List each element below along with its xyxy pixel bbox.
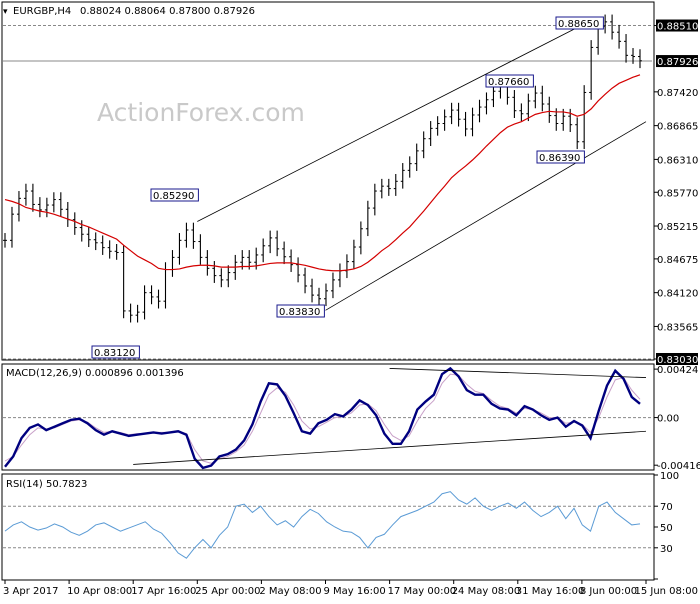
price-axis-label: 0.87420 xyxy=(657,88,698,99)
macd-trend-line xyxy=(133,430,647,465)
current-price-box xyxy=(656,55,698,68)
swing-level-label-box xyxy=(276,304,325,318)
macd-panel-frame xyxy=(1,363,655,471)
rsi-line xyxy=(4,491,641,559)
x-axis-label: 25 Apr 00:00 xyxy=(195,586,260,597)
chart-symbol: EURGBP,H4 xyxy=(13,6,71,17)
price-axis-label: 0.88510 xyxy=(657,22,698,33)
x-axis-label: 24 May 08:00 xyxy=(452,586,521,597)
price-axis-label: 0.84120 xyxy=(657,289,698,300)
x-axis-label: 10 Apr 08:00 xyxy=(67,586,132,597)
price-panel xyxy=(1,1,655,361)
macd-trend-line xyxy=(389,368,647,378)
swing-level-label-box xyxy=(150,188,199,202)
swing-level-label: 0.83830 xyxy=(279,307,320,318)
macd-title: MACD(12,26,9) 0.000896 0.001396 xyxy=(6,368,184,379)
price-panel-frame xyxy=(1,1,655,361)
macd-panel xyxy=(1,363,655,471)
swing-level-label-box xyxy=(91,345,140,359)
rsi-title: RSI(14) 50.7823 xyxy=(6,479,87,490)
price-axis-label: 0.85215 xyxy=(657,222,698,233)
rsi-axis-label: 70 xyxy=(660,502,673,513)
chart-ohlc: 0.88024 0.88064 0.87800 0.87926 xyxy=(80,6,255,17)
chart-header: ▾ EURGBP,H4 0.88024 0.88064 0.87800 0.87… xyxy=(3,6,255,17)
channel-line xyxy=(325,121,647,311)
moving-average-line xyxy=(4,74,641,272)
x-axis-label: 17 Apr 16:00 xyxy=(131,586,196,597)
x-axis-label: 2 May 08:00 xyxy=(259,586,321,597)
price-axis-box xyxy=(656,19,698,32)
x-axis-label: 31 May 16:00 xyxy=(516,586,585,597)
macd-line xyxy=(4,366,641,470)
price-series-layer: 0.88510 0.87420 0.86865 0.86310 0.85770 0.852… xyxy=(3,14,698,366)
x-axis-label: 8 Jun 00:00 xyxy=(580,586,637,597)
swing-level-label: 0.88650 xyxy=(558,19,599,30)
macd-axis-label: 0.00424 xyxy=(657,365,698,376)
x-axis-label: 9 May 16:00 xyxy=(324,586,386,597)
price-axis-label: 0.84675 xyxy=(657,255,698,266)
swing-level-label-box xyxy=(555,16,604,30)
rsi-panel xyxy=(1,473,655,581)
price-axis-label: 0.86310 xyxy=(657,155,698,166)
swing-level-label-box xyxy=(536,150,585,164)
macd-series-layer: 0.00424 0.00 -0.004167 xyxy=(3,365,700,472)
swing-level-label-box xyxy=(485,74,534,88)
rsi-axis-label: 30 xyxy=(660,544,673,555)
chart-symbol-icon: ▾ xyxy=(3,7,8,17)
swing-level-label: 0.87660 xyxy=(488,77,529,88)
rsi-series-layer: 100 70 50 30 xyxy=(3,471,679,580)
price-axis-label: 0.86865 xyxy=(657,122,698,133)
swing-level-label: 0.83120 xyxy=(94,348,135,359)
swing-level-label: 0.85290 xyxy=(153,191,194,202)
rsi-axis-label: 50 xyxy=(660,523,673,534)
swing-level-label: 0.86390 xyxy=(539,153,580,164)
rsi-panel-frame xyxy=(1,473,655,581)
watermark: ActionForex.com xyxy=(97,98,305,127)
current-price-label: 0.87926 xyxy=(657,57,698,68)
x-axis-label: 17 May 00:00 xyxy=(388,586,457,597)
x-axis-label: 15 Jun 08:00 xyxy=(634,586,698,597)
macd-axis-label: -0.004167 xyxy=(657,461,700,472)
price-axis-label: 0.85770 xyxy=(657,188,698,199)
rsi-axis-label: 100 xyxy=(660,471,679,482)
channel-line xyxy=(197,16,599,222)
price-axis-label: 0.83030 xyxy=(657,355,698,366)
price-axis-box xyxy=(656,353,698,365)
macd-axis-label: 0.00 xyxy=(657,414,679,425)
price-axis-label: 0.83565 xyxy=(657,322,698,333)
x-axis-label: 3 Apr 2017 xyxy=(3,586,58,597)
